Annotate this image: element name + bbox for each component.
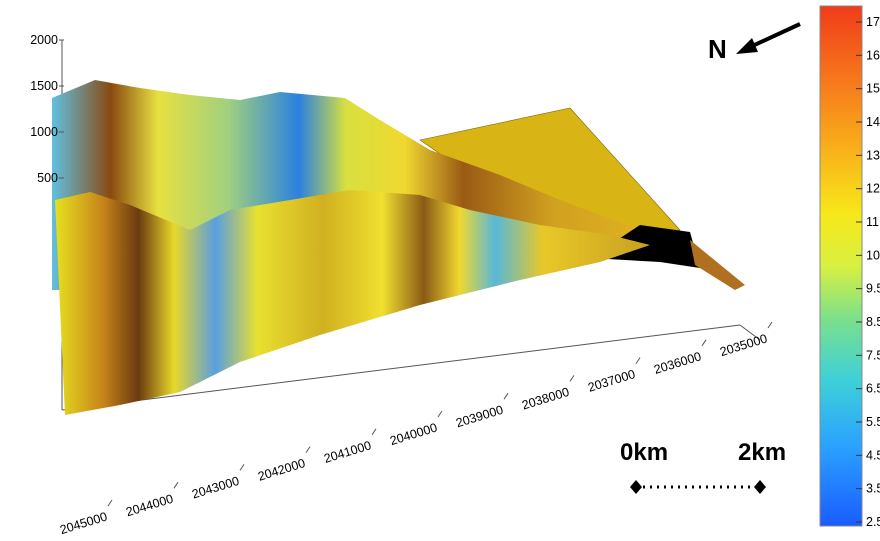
colorbar-tick-label: 4.5	[866, 448, 880, 462]
z-tick-label: 1000	[30, 125, 58, 139]
colorbar-tick-label: 15.5	[866, 82, 880, 96]
x-tick	[240, 464, 244, 470]
x-tick-label: 2040000	[388, 420, 439, 448]
scale-end: 2km	[738, 439, 786, 466]
scale-bar	[630, 480, 766, 494]
x-tick	[438, 411, 442, 417]
colorbar-tick-label: 11.5	[866, 215, 880, 229]
colorbar-tick-label: 13.5	[866, 148, 880, 162]
x-tick	[108, 500, 112, 506]
scale-start: 0km	[620, 439, 668, 466]
x-tick	[306, 447, 310, 453]
north-label: N	[708, 34, 727, 64]
figure: 2000 1500 1000 500 2045000 2044000 2043000 204…	[0, 0, 880, 536]
x-tick	[702, 340, 706, 346]
colorbar-tick-label: 2.5	[866, 515, 880, 529]
x-tick-label: 2043000	[190, 474, 241, 502]
z-tick-label: 500	[37, 171, 58, 185]
x-tick-label: 2037000	[586, 367, 637, 395]
x-tick	[174, 482, 178, 488]
colorbar	[820, 6, 862, 526]
colorbar-tick-label: 10.5	[866, 248, 880, 262]
x-tick	[372, 429, 376, 435]
x-tick	[570, 375, 574, 381]
colorbar-tick-label: 3.5	[866, 482, 880, 496]
z-tick-label: 2000	[30, 33, 58, 47]
z-tick-label: 1500	[30, 79, 58, 93]
colorbar-tick-label: 6.5	[866, 382, 880, 396]
colorbar-tick-label: 12.5	[866, 182, 880, 196]
colorbar-tick-label: 7.5	[866, 348, 880, 362]
x-tick	[768, 322, 772, 328]
x-tick-label: 2039000	[454, 403, 505, 431]
x-tick	[504, 393, 508, 399]
surface	[52, 80, 745, 415]
x-tick-label: 2041000	[322, 438, 373, 466]
colorbar-tick-label: 9.5	[866, 282, 880, 296]
x-tick-label: 2045000	[58, 509, 109, 536]
colorbar-tick-label: 14.5	[866, 115, 880, 129]
x-tick-label: 2035000	[718, 331, 769, 359]
colorbar-tick-label: 16.5	[866, 48, 880, 62]
colorbar-tick-label: 8.5	[866, 315, 880, 329]
x-tick-label: 2044000	[124, 492, 175, 520]
x-tick	[636, 358, 640, 364]
colorbar-tick-label: 17.5	[866, 15, 880, 29]
x-tick-label: 2042000	[256, 456, 307, 484]
colorbar-tick-label: 5.5	[866, 415, 880, 429]
x-tick-label: 2036000	[652, 349, 703, 377]
x-tick-label: 2038000	[520, 385, 571, 413]
north-arrow	[736, 24, 800, 54]
